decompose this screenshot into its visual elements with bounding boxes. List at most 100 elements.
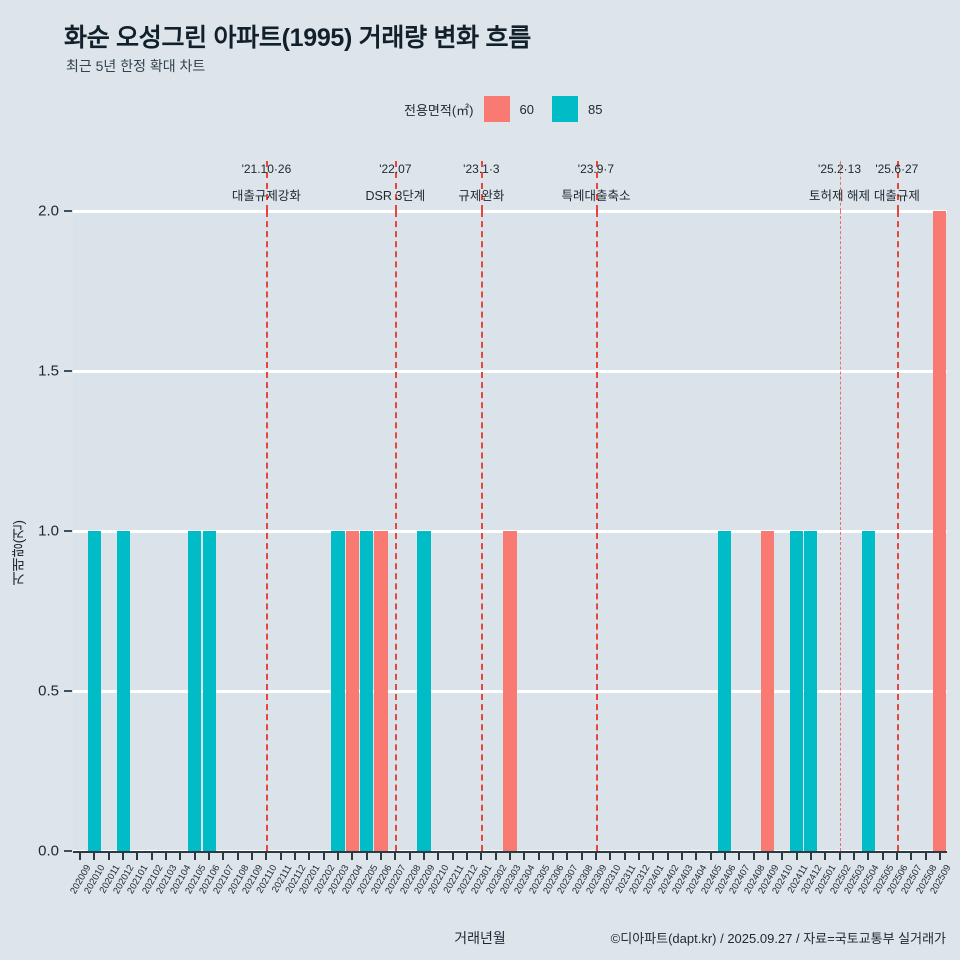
x-tick-mark — [222, 851, 225, 860]
event-line-202301 — [481, 211, 484, 851]
legend-label-60: 60 — [519, 101, 534, 117]
event-name-label: 대출규제 — [873, 189, 920, 203]
event-name-label: DSR 3단계 — [365, 189, 426, 203]
x-tick-mark — [437, 851, 440, 860]
x-tick-mark — [466, 851, 469, 860]
event-line-202506 — [896, 211, 899, 851]
legend-item-85[interactable]: 85 — [551, 96, 620, 122]
x-tick-mark — [537, 851, 540, 860]
bar-202406-85[interactable] — [718, 531, 732, 851]
x-tick-mark — [910, 851, 913, 860]
event-line-202110 — [266, 211, 269, 851]
gridline — [73, 369, 947, 373]
event-stub-202110 — [266, 161, 269, 211]
x-tick-mark — [752, 851, 755, 860]
event-date-label: '25.6·27 — [875, 162, 919, 176]
event-line-202207 — [395, 211, 398, 851]
bar-202411-85[interactable] — [789, 531, 804, 851]
bar-202203-85[interactable] — [331, 531, 345, 851]
event-line-202502 — [839, 211, 841, 851]
x-tick-mark — [551, 851, 554, 860]
x-tick-mark — [766, 851, 769, 860]
legend-title: 전용면적(㎡) — [404, 102, 474, 118]
x-tick-mark — [322, 851, 325, 860]
x-tick-mark — [79, 851, 82, 860]
x-tick-mark — [179, 851, 182, 860]
x-tick-mark — [723, 851, 726, 860]
chart-legend: 전용면적(㎡) 60 85 — [404, 96, 620, 122]
x-tick-mark — [150, 851, 153, 860]
bar-202205-85[interactable] — [360, 531, 374, 851]
bar-202303-60[interactable] — [503, 531, 517, 851]
x-tick-mark — [308, 851, 311, 860]
bar-202412-85[interactable] — [804, 531, 818, 851]
x-tick-mark — [494, 851, 497, 860]
x-tick-mark — [652, 851, 655, 860]
x-tick-mark — [208, 851, 211, 860]
plot-area — [73, 209, 947, 853]
y-tick-mark — [64, 530, 72, 532]
x-tick-mark — [580, 851, 583, 860]
x-tick-mark — [122, 851, 125, 860]
y-axis-label: 거래량(건) — [10, 520, 26, 586]
x-tick-mark — [809, 851, 812, 860]
x-tick-mark — [824, 851, 827, 860]
bar-202204-60[interactable] — [345, 531, 359, 851]
x-tick-mark — [480, 851, 483, 860]
event-stub-202502 — [839, 161, 841, 211]
bar-202010-85[interactable] — [87, 531, 102, 851]
x-tick-mark — [637, 851, 640, 860]
event-line-202309 — [595, 211, 598, 851]
event-date-label: '23.9·7 — [577, 162, 615, 176]
x-axis-label: 거래년월 — [454, 930, 506, 946]
y-tick-label: 0.0 — [38, 842, 59, 860]
bar-202206-60[interactable] — [374, 531, 388, 851]
x-tick-mark — [251, 851, 254, 860]
x-tick-mark — [451, 851, 454, 860]
event-stub-202309 — [595, 161, 598, 211]
x-tick-mark — [666, 851, 669, 860]
x-tick-mark — [566, 851, 569, 860]
x-tick-mark — [709, 851, 712, 860]
x-tick-mark — [408, 851, 411, 860]
y-tick-mark — [64, 690, 72, 692]
event-date-label: '21.10·26 — [241, 162, 292, 176]
event-name-label: 토허제 해제 — [809, 189, 871, 203]
x-tick-mark — [738, 851, 741, 860]
bar-202012-85[interactable] — [116, 531, 130, 851]
event-date-label: '22.07 — [379, 162, 412, 176]
y-tick-label: 1.5 — [38, 362, 59, 380]
x-tick-mark — [136, 851, 139, 860]
event-stub-202506 — [896, 161, 899, 211]
event-name-label: 특례대출축소 — [561, 189, 631, 203]
x-tick-mark — [695, 851, 698, 860]
x-tick-mark — [838, 851, 841, 860]
bar-202409-60[interactable] — [761, 531, 775, 851]
bar-202504-85[interactable] — [861, 531, 875, 851]
bar-202106-85[interactable] — [202, 531, 216, 851]
x-tick-mark — [165, 851, 168, 860]
bar-202509-60[interactable] — [933, 211, 947, 851]
legend-swatch-60 — [483, 96, 510, 122]
x-tick-mark — [380, 851, 383, 860]
x-tick-mark — [895, 851, 898, 860]
page-subtitle: 최근 5년 한정 확대 차트 — [66, 58, 206, 74]
x-tick-mark — [351, 851, 354, 860]
y-tick-mark — [64, 850, 72, 852]
bar-202209-85[interactable] — [417, 531, 431, 851]
event-name-label: 규제완화 — [458, 189, 505, 203]
x-tick-mark — [294, 851, 297, 860]
event-stub-202301 — [481, 161, 484, 211]
bar-202105-85[interactable] — [188, 531, 202, 851]
event-name-label: 대출규제강화 — [231, 189, 301, 203]
event-date-label: '23.1·3 — [463, 162, 500, 176]
x-tick-mark — [680, 851, 683, 860]
x-tick-mark — [509, 851, 511, 860]
event-date-label: '25.2·13 — [818, 162, 862, 176]
x-tick-mark — [795, 851, 798, 860]
x-tick-mark — [938, 851, 941, 860]
y-tick-mark — [64, 210, 72, 212]
legend-item-60[interactable]: 60 — [483, 96, 552, 122]
y-tick-label: 2.0 — [38, 202, 59, 220]
